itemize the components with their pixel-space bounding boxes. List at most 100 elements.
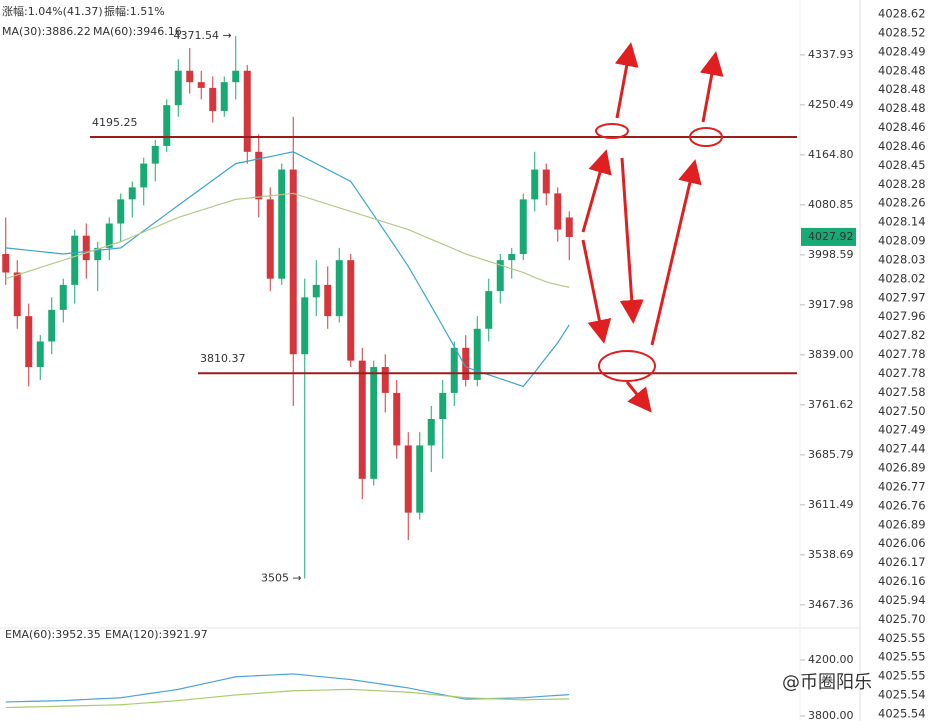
order-price: 4026.89 <box>878 517 926 531</box>
candle-body <box>370 367 378 479</box>
y-tick-label: 4200.00 <box>808 653 854 666</box>
order-price: 4028.48 <box>878 63 926 77</box>
order-price: 4025.94 <box>878 593 926 607</box>
watermark: @币圈阳乐 <box>782 672 872 693</box>
y-tick-label: 4080.85 <box>808 198 854 211</box>
candle-body <box>519 199 527 255</box>
candle-body <box>278 169 286 279</box>
candle-body <box>324 284 332 317</box>
order-price: 4026.89 <box>878 461 926 475</box>
candle-body <box>404 445 412 513</box>
candle-body <box>59 284 67 310</box>
y-tick-label: 3917.98 <box>808 298 854 311</box>
ma-line <box>5 673 570 703</box>
order-price: 4028.09 <box>878 234 926 248</box>
candle-body <box>255 151 263 200</box>
candle-body <box>117 199 125 224</box>
candle-body <box>163 105 171 146</box>
candle-body <box>347 260 355 361</box>
order-price: 4025.55 <box>878 669 926 683</box>
last-price-box <box>801 227 856 246</box>
legend-entry: EMA(120):3921.97 <box>105 628 208 641</box>
order-price: 4028.52 <box>878 25 926 39</box>
order-price: 4026.76 <box>878 498 926 512</box>
candle-body <box>2 254 10 273</box>
order-price: 4028.03 <box>878 252 926 266</box>
candle-body <box>25 316 33 368</box>
candle-body <box>485 291 493 329</box>
y-tick-label: 4250.49 <box>808 98 854 111</box>
y-tick-label: 3998.59 <box>808 248 854 261</box>
candle-body <box>82 235 90 261</box>
order-price: 4026.17 <box>878 555 926 569</box>
order-price: 4027.82 <box>878 328 926 342</box>
y-tick-label: 3685.79 <box>808 448 854 461</box>
order-price: 4027.49 <box>878 423 926 437</box>
order-price: 4027.78 <box>878 347 926 361</box>
candle-body <box>301 297 309 355</box>
candle-body <box>565 217 573 237</box>
level-label: 4195.25 <box>92 116 138 129</box>
candle-body <box>439 392 447 420</box>
order-price: 4028.02 <box>878 271 926 285</box>
candle-body <box>358 360 366 479</box>
legend-entry: MA(30):3886.22 <box>2 25 91 38</box>
candle-body <box>151 145 159 164</box>
order-price: 4026.16 <box>878 574 926 588</box>
order-price: 4028.26 <box>878 196 926 210</box>
candle-body <box>174 70 182 106</box>
y-tick-label: 3467.36 <box>808 598 854 611</box>
y-tick-label: 4164.80 <box>808 148 854 161</box>
order-price: 4028.46 <box>878 139 926 153</box>
candle-body <box>94 247 102 261</box>
header-stat: 振幅:1.51% <box>104 4 165 18</box>
candle-body <box>105 223 113 248</box>
order-price: 4027.97 <box>878 290 926 304</box>
ma-line <box>5 688 570 709</box>
order-price: 4027.96 <box>878 309 926 323</box>
candle-body <box>462 347 470 380</box>
order-price: 4028.48 <box>878 101 926 115</box>
candle-body <box>427 419 435 446</box>
legend-entry: MA(60):3946.16 <box>93 25 182 38</box>
candle-body <box>335 260 343 317</box>
candle-body <box>508 254 516 261</box>
candle-body <box>13 272 21 317</box>
low-annotation: 3505 → <box>261 571 302 584</box>
order-price: 4028.49 <box>878 44 926 58</box>
high-annotation: 4371.54 → <box>174 29 232 42</box>
annotation-arrows <box>581 42 724 413</box>
order-price: 4027.58 <box>878 385 926 399</box>
candle-body <box>140 163 148 188</box>
header-stat: 涨幅:1.04%(41.37) <box>2 5 103 18</box>
y-tick-label: 3611.49 <box>808 498 854 511</box>
candle-body <box>243 70 251 152</box>
candle-body <box>209 87 217 111</box>
order-price: 4028.45 <box>878 158 926 172</box>
order-price: 4027.44 <box>878 442 926 456</box>
order-price: 4028.48 <box>878 82 926 96</box>
candle-body <box>496 260 504 292</box>
order-price: 4028.28 <box>878 177 926 191</box>
candle-body <box>71 235 79 285</box>
y-tick-label: 3538.69 <box>808 548 854 561</box>
legend-entry: EMA(60):3952.35 <box>5 628 101 641</box>
order-price: 4026.06 <box>878 536 926 550</box>
candle-body <box>36 341 44 368</box>
order-price: 4025.55 <box>878 650 926 664</box>
candle-body <box>393 392 401 446</box>
order-price: 4025.55 <box>878 631 926 645</box>
y-tick-label: 3800.00 <box>808 709 854 721</box>
y-tick-label: 3761.62 <box>808 398 854 411</box>
candle-body <box>266 199 274 279</box>
candle-body <box>381 367 389 393</box>
candle-body <box>531 169 539 200</box>
ma-line <box>5 192 570 288</box>
level-label: 3810.37 <box>200 352 246 365</box>
y-tick-label: 4337.93 <box>808 48 854 61</box>
candle-body <box>289 169 297 355</box>
order-price: 4026.77 <box>878 479 926 493</box>
candle-body <box>554 193 562 230</box>
order-price: 4028.46 <box>878 120 926 134</box>
